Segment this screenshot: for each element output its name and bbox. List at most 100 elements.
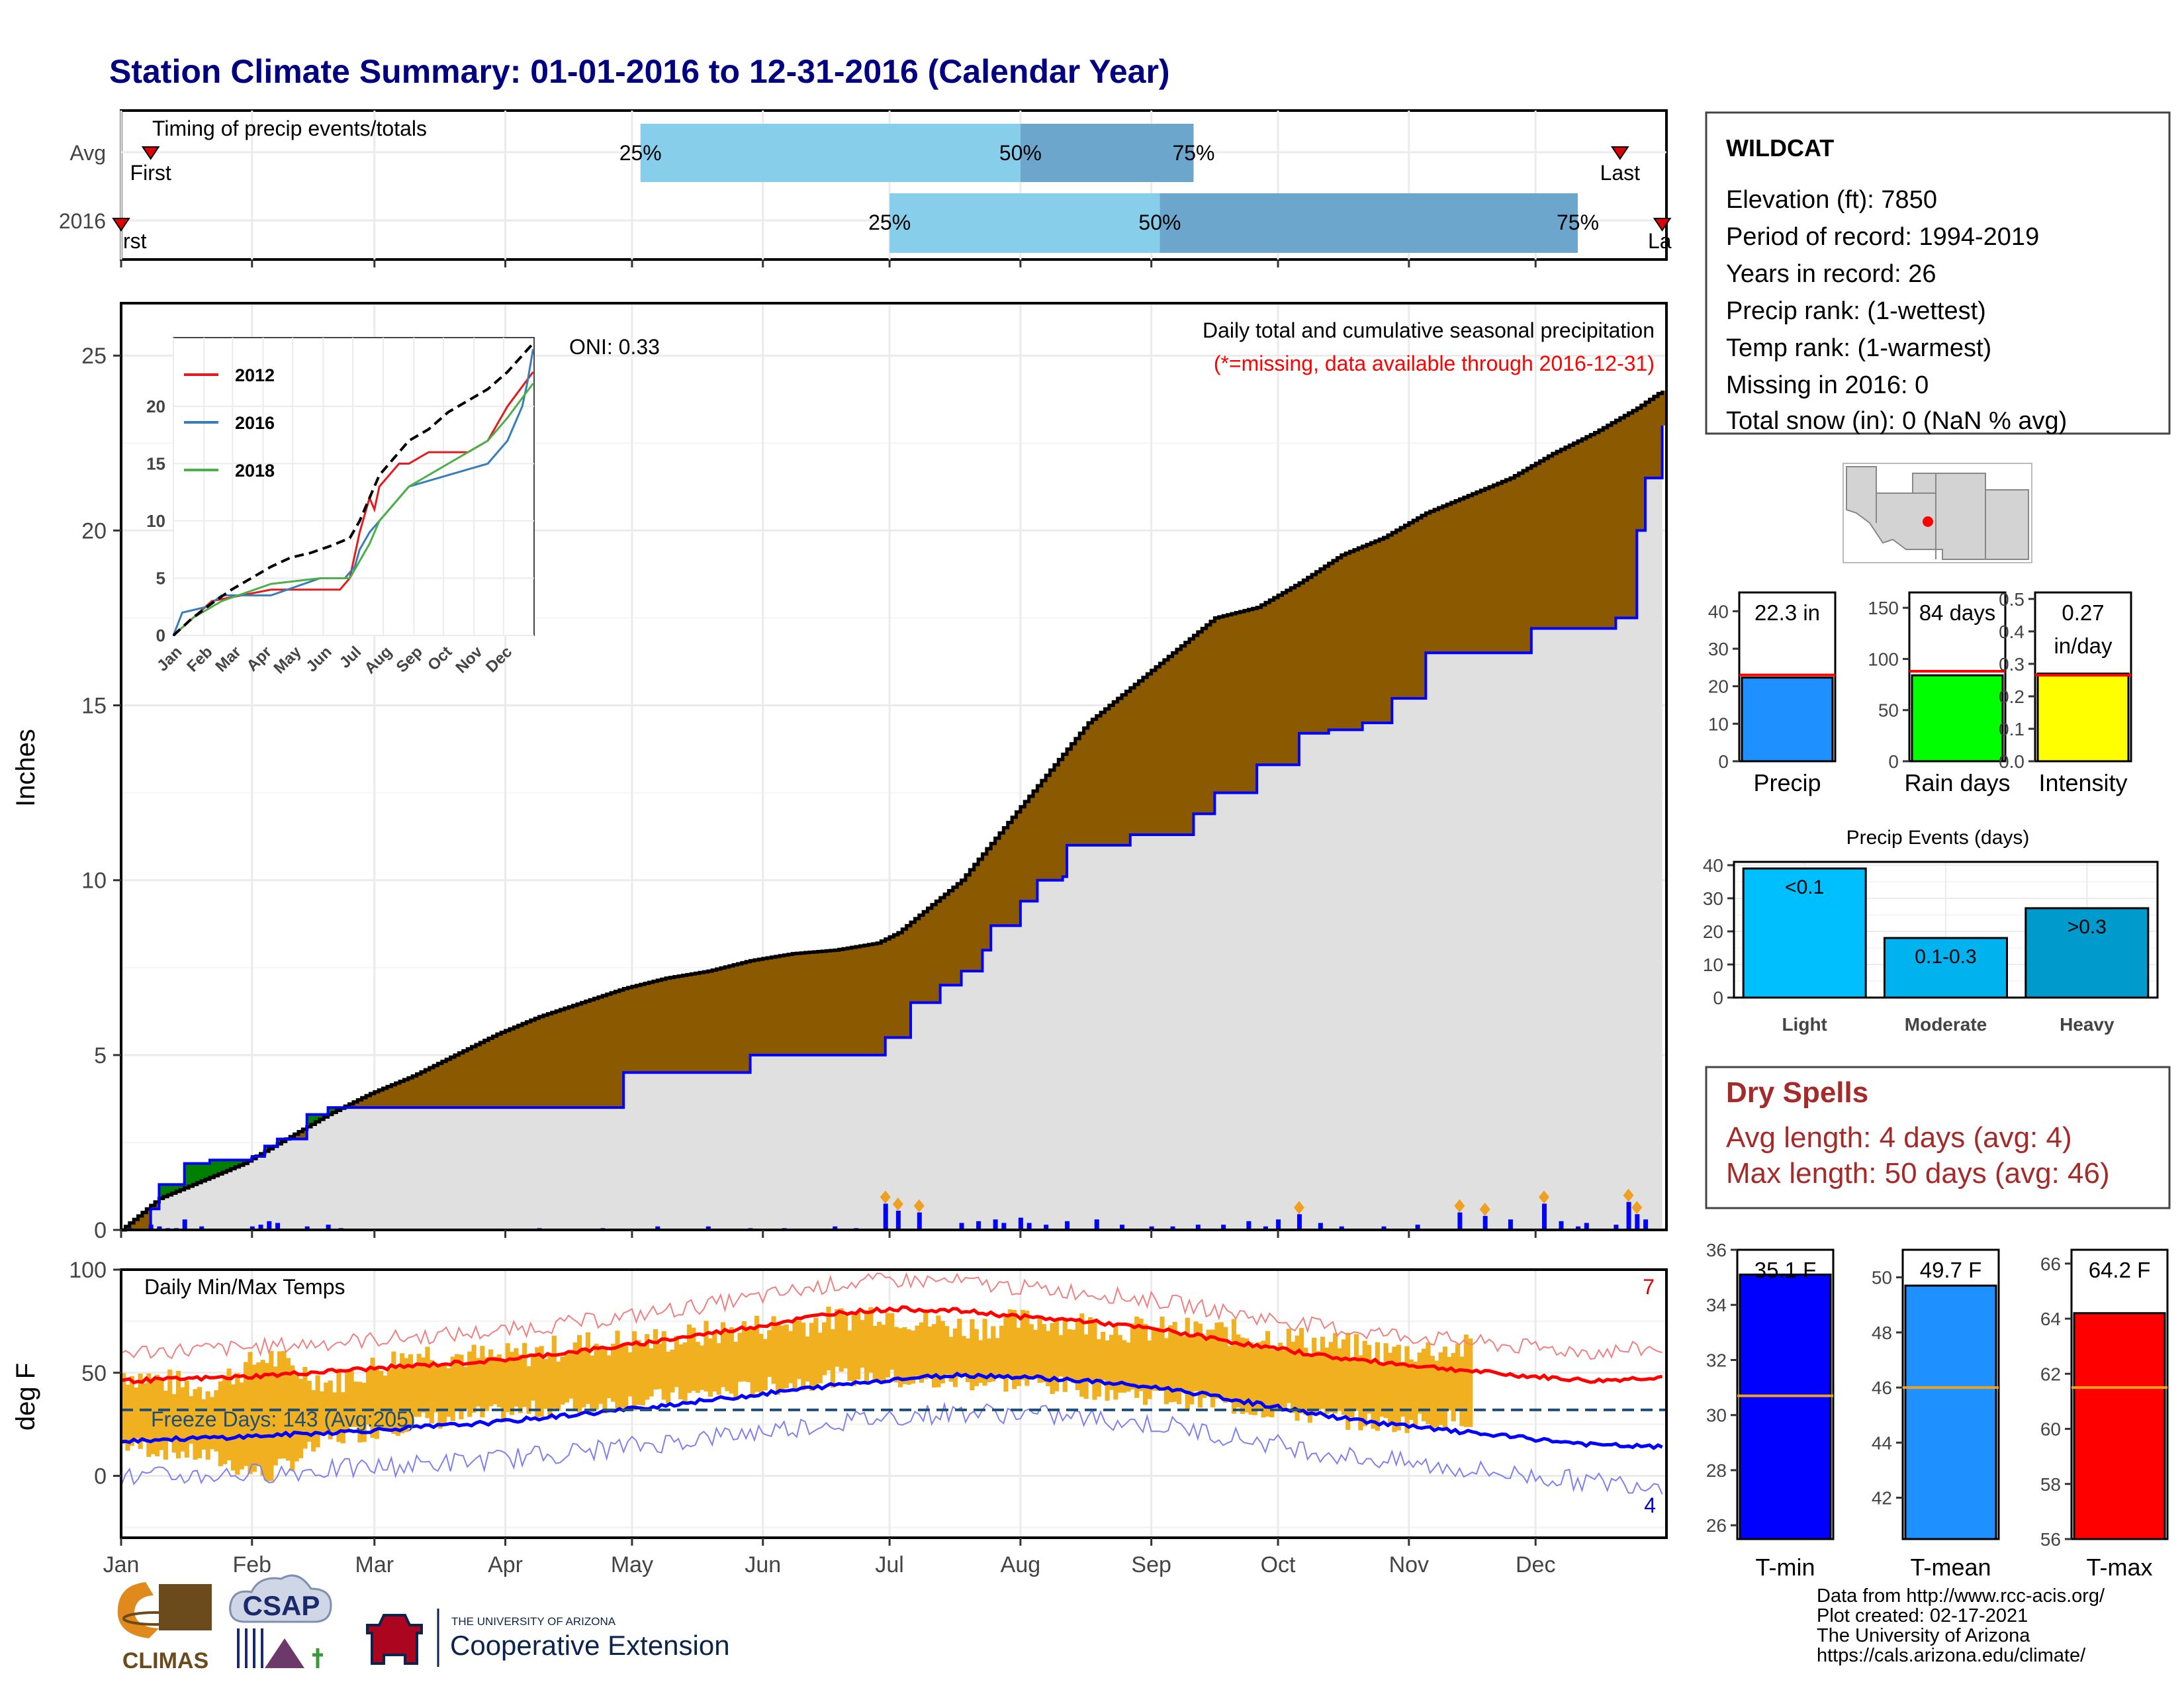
daily-precip-bar-20	[833, 1226, 838, 1230]
temp-bar-79	[450, 1356, 455, 1421]
temp-xtick-label-1: Feb	[232, 1552, 271, 1577]
temp-bar-285	[1320, 1336, 1326, 1409]
timing-bar-2016-q25-q50	[889, 193, 1160, 253]
footer-credits: Data from http://www.rcc-acis.org/ Plot …	[1817, 1585, 2105, 1666]
timing-2016-50-label: 50%	[1138, 211, 1181, 234]
temp-bar-37	[273, 1366, 278, 1466]
temp-bar-108	[572, 1342, 578, 1409]
daily-precip-bar-50	[1541, 1203, 1547, 1230]
temp-bar-69	[408, 1354, 414, 1425]
temp-bar-246	[1156, 1327, 1161, 1391]
temp-bar-170	[835, 1309, 840, 1367]
tsum-ytick-label-2-4: 64	[2040, 1309, 2061, 1329]
temp-bar-73	[425, 1346, 430, 1419]
temp-bar-52	[336, 1368, 341, 1442]
temp-bar-223	[1058, 1335, 1064, 1377]
record-low-count: 4	[1644, 1493, 1656, 1517]
temp-bar-245	[1151, 1329, 1156, 1391]
daily-precip-bar-23	[895, 1210, 901, 1230]
temp-bar-262	[1223, 1327, 1228, 1403]
temp-bar-313	[1438, 1352, 1443, 1425]
temp-bar-193	[931, 1324, 937, 1388]
temp-bar-51	[332, 1392, 338, 1432]
station-name: WILDCAT	[1726, 134, 1834, 162]
daily-precip-bar-38	[1221, 1225, 1226, 1230]
inset-line-2018	[172, 383, 534, 637]
temp-bar-139	[704, 1321, 709, 1392]
daily-precip-bar-35	[1149, 1226, 1154, 1230]
legend-label-2016: 2016	[235, 413, 275, 433]
timing-avg-25-label: 25%	[619, 141, 662, 165]
temp-bar-283	[1312, 1337, 1317, 1413]
temp-bar-54	[345, 1370, 350, 1432]
temp-bar-109	[577, 1335, 582, 1413]
temp-x-axis: Jan Feb Mar Apr May Jun Jul Aug Sep Oct Nov Dec	[103, 1538, 1555, 1577]
timing-2016-last-marker	[1653, 218, 1672, 232]
temp-bar-230	[1087, 1317, 1093, 1382]
timing-bar-2016-q50-q75	[1160, 193, 1578, 253]
temp-bar-35	[264, 1363, 270, 1481]
temp-bar-293	[1353, 1334, 1359, 1411]
temp-bar-104	[556, 1361, 561, 1411]
temp-bar-19	[197, 1387, 203, 1458]
daily-precip-bar-17	[705, 1226, 711, 1230]
tsum-ytick-label-0-0: 26	[1706, 1515, 1727, 1536]
psum-value-label-2-0: 0.27	[2062, 600, 2104, 625]
csap-logo-cloud	[229, 1574, 332, 1623]
timing-avg-last-marker	[1610, 146, 1629, 160]
tsum-ytick-label-2-5: 66	[2040, 1254, 2061, 1274]
temp-bar-160	[792, 1321, 797, 1389]
climas-logo-ring	[122, 1611, 189, 1626]
avg-max-line	[120, 1305, 1663, 1385]
daily-precip-bar-54	[1614, 1225, 1619, 1230]
temp-bar-143	[720, 1322, 726, 1387]
temp-bar-91	[501, 1359, 506, 1423]
inset-line-2012	[173, 371, 534, 637]
tsum-ytick-label-0-4: 34	[1706, 1295, 1727, 1315]
daily-precip-bar-26	[976, 1221, 981, 1230]
temp-bar-319	[1463, 1335, 1469, 1427]
temp-bar-28	[235, 1373, 240, 1475]
temp-bar-213	[1016, 1327, 1021, 1386]
psum-bar-Intensity	[2036, 673, 2130, 763]
dry-spells: Dry Spells Avg length: 4 days (avg: 4) M…	[1705, 1066, 2171, 1209]
temp-xtick-label-11: Dec	[1516, 1552, 1555, 1577]
temp-bar-163	[805, 1336, 810, 1382]
record-high-count: 7	[1643, 1275, 1655, 1299]
temp-bar-236	[1113, 1324, 1118, 1400]
temp-bar-276	[1282, 1350, 1287, 1410]
temp-bar-231	[1092, 1320, 1097, 1400]
temp-bar-127	[653, 1329, 659, 1390]
temp-bar-53	[340, 1392, 345, 1444]
temp-y-axis: 0 50 100	[69, 1258, 121, 1489]
psum-bar-Precip	[1741, 677, 1834, 763]
temp-bar-177	[864, 1310, 870, 1385]
temp-xtick-label-6: Jul	[875, 1552, 903, 1577]
temp-bar-232	[1096, 1339, 1101, 1397]
temp-bar-202	[970, 1319, 975, 1391]
map-border-lines	[1876, 473, 1986, 559]
daily-precip-bar-47	[1457, 1212, 1463, 1230]
psum-category-1: Rain days	[1904, 769, 2010, 796]
avg-min-line	[120, 1372, 1663, 1450]
temp-bar-268	[1248, 1342, 1253, 1415]
footer-data-source: Data from http://www.rcc-acis.org/	[1817, 1585, 2105, 1607]
temp-bar-122	[631, 1331, 637, 1411]
temp-bar-120	[623, 1344, 629, 1411]
temp-bar-64	[387, 1369, 392, 1432]
tsum-ytick-label-1-4: 50	[1872, 1268, 1892, 1288]
temp-xtick-label-8: Sep	[1131, 1552, 1171, 1577]
temp-bar-211	[1007, 1309, 1013, 1378]
temp-bar-48	[319, 1391, 325, 1434]
temp-bar-152	[758, 1333, 764, 1393]
temp-summary-charts: 26 28 30 32 34 36 35.1 F T-min 42 44 46 48 50 49.7 F T…	[1706, 1240, 2169, 1581]
temp-bar-155	[771, 1316, 776, 1384]
temp-bar-167	[822, 1322, 827, 1376]
temp-bar-200	[961, 1336, 966, 1377]
temp-bar-89	[492, 1356, 498, 1405]
timing-2016-75-label: 75%	[1557, 211, 1599, 234]
temp-bar-154	[767, 1330, 772, 1378]
temp-bar-186	[902, 1327, 907, 1384]
temp-bar-195	[940, 1321, 945, 1383]
temp-bar-259	[1210, 1329, 1216, 1408]
